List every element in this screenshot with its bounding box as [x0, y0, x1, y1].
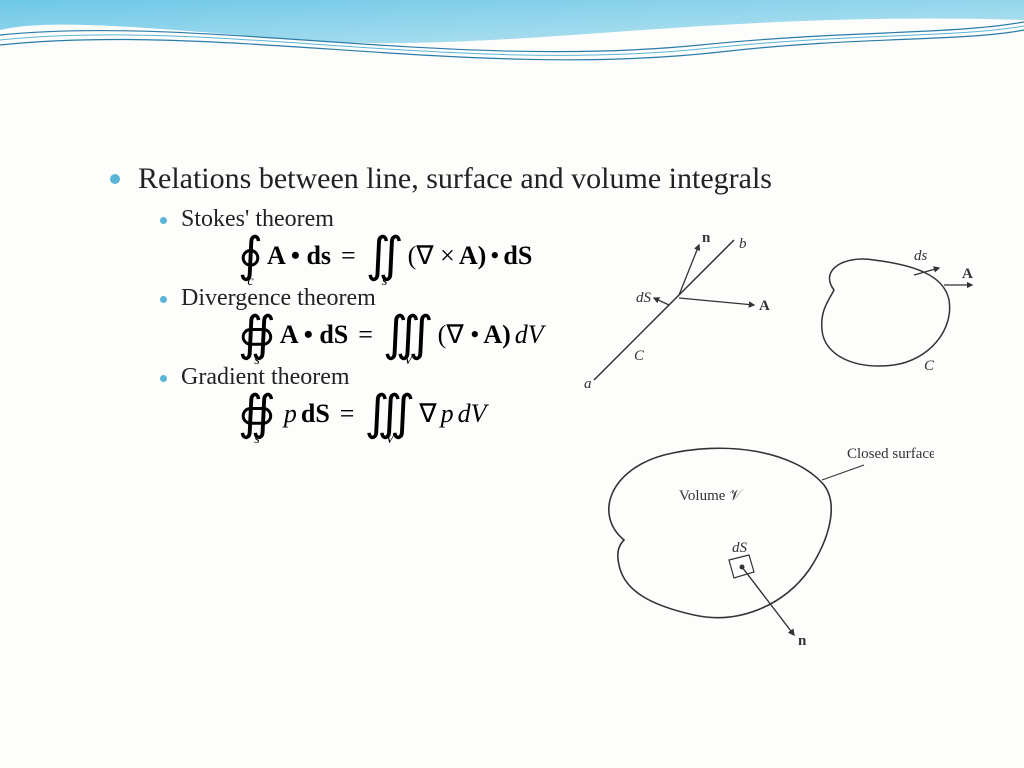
svg-text:Closed surface 𝒮: Closed surface 𝒮 [847, 446, 934, 462]
svg-text:ds: ds [914, 248, 928, 264]
main-title: Relations between line, surface and volu… [138, 160, 772, 198]
main-bullet: Relations between line, surface and volu… [110, 160, 930, 198]
gradient-formula: ∯s pdS = ∭V ∇pdV [238, 395, 930, 433]
figure-line-integral: a b C n dS A ds A C [574, 230, 974, 390]
bullet-disc-icon [160, 217, 167, 224]
svg-text:a: a [584, 376, 592, 390]
svg-text:dS: dS [732, 540, 748, 556]
divergence-label: Divergence theorem [181, 285, 376, 312]
bullet-disc-icon [160, 296, 167, 303]
svg-text:A: A [962, 266, 973, 282]
svg-text:C: C [634, 348, 645, 364]
bullet-disc-icon [110, 174, 120, 184]
svg-text:Volume 𝒱: Volume 𝒱 [679, 488, 744, 504]
header-swoosh [0, 0, 1024, 140]
svg-text:C: C [924, 358, 935, 374]
svg-text:A: A [759, 298, 770, 314]
stokes-bullet: Stokes' theorem [160, 206, 930, 233]
svg-text:n: n [798, 633, 807, 649]
svg-text:n: n [702, 230, 711, 246]
figure-closed-surface: Volume 𝒱 Closed surface 𝒮 dS n [564, 430, 934, 670]
svg-text:b: b [739, 236, 747, 252]
svg-text:dS: dS [636, 290, 652, 306]
bullet-disc-icon [160, 375, 167, 382]
